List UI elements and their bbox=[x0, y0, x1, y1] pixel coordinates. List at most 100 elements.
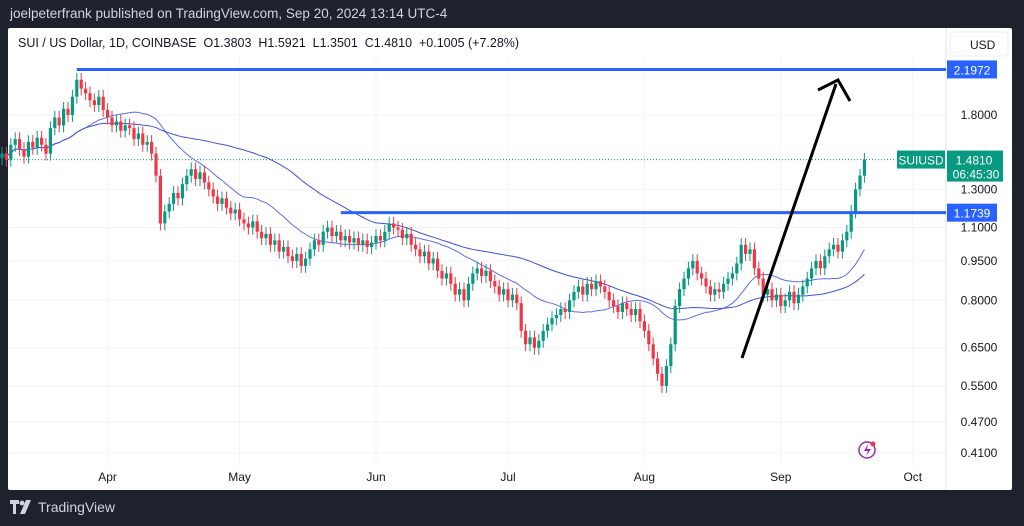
candle-body bbox=[484, 270, 488, 276]
candle-body bbox=[682, 278, 686, 290]
candle-body bbox=[392, 223, 396, 228]
currency-button[interactable] bbox=[949, 31, 1009, 57]
candle-body bbox=[343, 235, 347, 241]
candle-body bbox=[97, 96, 101, 106]
y-tick-label: 0.5500 bbox=[961, 379, 998, 393]
candle-body bbox=[466, 283, 470, 301]
candle-body bbox=[202, 172, 206, 183]
candle-body bbox=[524, 330, 528, 345]
candle-body bbox=[207, 182, 211, 190]
candle-body bbox=[823, 256, 827, 269]
candle-body bbox=[735, 263, 739, 274]
candle-body bbox=[378, 235, 382, 241]
candle-body bbox=[299, 253, 303, 266]
candle-body bbox=[612, 300, 616, 307]
candle-body bbox=[854, 189, 858, 212]
candle-body bbox=[414, 244, 418, 250]
candle-body bbox=[559, 309, 563, 316]
candle-body bbox=[154, 153, 158, 176]
candle-body bbox=[497, 286, 501, 295]
candle-body bbox=[642, 321, 646, 331]
lightning-icon[interactable] bbox=[858, 441, 876, 459]
candle-body bbox=[356, 238, 360, 245]
chart-panel[interactable] bbox=[8, 28, 1012, 490]
candle-body bbox=[53, 117, 57, 129]
candle-body bbox=[453, 283, 457, 295]
tradingview-logo[interactable]: TradingView bbox=[10, 499, 115, 515]
candle-body bbox=[515, 294, 519, 304]
candle-body bbox=[836, 244, 840, 252]
candle-body bbox=[471, 273, 475, 284]
candle-body bbox=[370, 242, 374, 248]
candle-body bbox=[607, 291, 611, 301]
candle-body bbox=[88, 93, 92, 101]
candle-body bbox=[251, 221, 255, 228]
candle-body bbox=[150, 141, 154, 154]
candle-body bbox=[330, 227, 334, 236]
level-price-label: 2.1972 bbox=[954, 63, 991, 77]
candle-body bbox=[383, 231, 387, 241]
candle-body bbox=[519, 303, 523, 331]
candle-body bbox=[598, 281, 602, 287]
candle-body bbox=[770, 289, 774, 301]
candle-body bbox=[75, 79, 79, 97]
candle-body bbox=[686, 268, 690, 279]
candle-body bbox=[172, 192, 176, 204]
candle-body bbox=[304, 258, 308, 266]
candle-body bbox=[409, 233, 413, 245]
candle-body bbox=[317, 240, 321, 245]
candle-body bbox=[295, 253, 299, 262]
candle-body bbox=[92, 100, 96, 106]
candle-body bbox=[792, 291, 796, 304]
symbol-label: SUIUSD bbox=[898, 154, 944, 168]
candle-body bbox=[801, 286, 805, 295]
candle-body bbox=[576, 286, 580, 292]
legend-open: O1.3803 bbox=[203, 36, 252, 50]
candle-body bbox=[260, 231, 264, 239]
candle-body bbox=[268, 233, 272, 245]
trend-arrow[interactable] bbox=[740, 83, 838, 359]
candle-body bbox=[44, 144, 48, 154]
candle-body bbox=[128, 125, 132, 129]
candle-body bbox=[585, 283, 589, 295]
candle-body bbox=[480, 268, 484, 276]
candle-body bbox=[708, 286, 712, 295]
candle-body bbox=[334, 231, 338, 236]
candle-body bbox=[114, 121, 118, 126]
candle-body bbox=[678, 289, 682, 307]
candle-body bbox=[66, 108, 70, 115]
candle-body bbox=[616, 306, 620, 313]
current-price-label: 1.4810 bbox=[956, 154, 993, 168]
candle-body bbox=[321, 231, 325, 245]
candle-body bbox=[242, 219, 246, 224]
candle-body bbox=[62, 108, 66, 126]
candle-body bbox=[810, 268, 814, 279]
x-tick-label: Aug bbox=[634, 470, 655, 484]
candle-body bbox=[625, 303, 629, 310]
candle-body bbox=[827, 249, 831, 257]
candle-body bbox=[506, 289, 510, 301]
candle-body bbox=[180, 184, 184, 199]
candle-body bbox=[840, 240, 844, 252]
moving-average-20 bbox=[1, 111, 865, 321]
y-tick-label: 1.1000 bbox=[961, 221, 998, 235]
candle-body bbox=[119, 121, 123, 131]
candle-body bbox=[326, 227, 330, 232]
candle-body bbox=[312, 240, 316, 250]
candle-body bbox=[744, 244, 748, 254]
candle-body bbox=[277, 240, 281, 252]
level-price-label: 1.1739 bbox=[954, 207, 991, 221]
candle-body bbox=[141, 133, 145, 145]
legend-symbol: SUI / US Dollar, 1D, COINBASE bbox=[18, 36, 197, 50]
candle-body bbox=[788, 291, 792, 301]
candle-body bbox=[158, 175, 162, 224]
candle-body bbox=[198, 172, 202, 180]
candle-body bbox=[814, 261, 818, 269]
trend-arrow-head bbox=[817, 78, 852, 102]
candle-body bbox=[224, 198, 228, 208]
candle-body bbox=[594, 281, 598, 290]
candle-body bbox=[783, 300, 787, 307]
candle-body bbox=[730, 273, 734, 279]
candle-body bbox=[238, 209, 242, 220]
